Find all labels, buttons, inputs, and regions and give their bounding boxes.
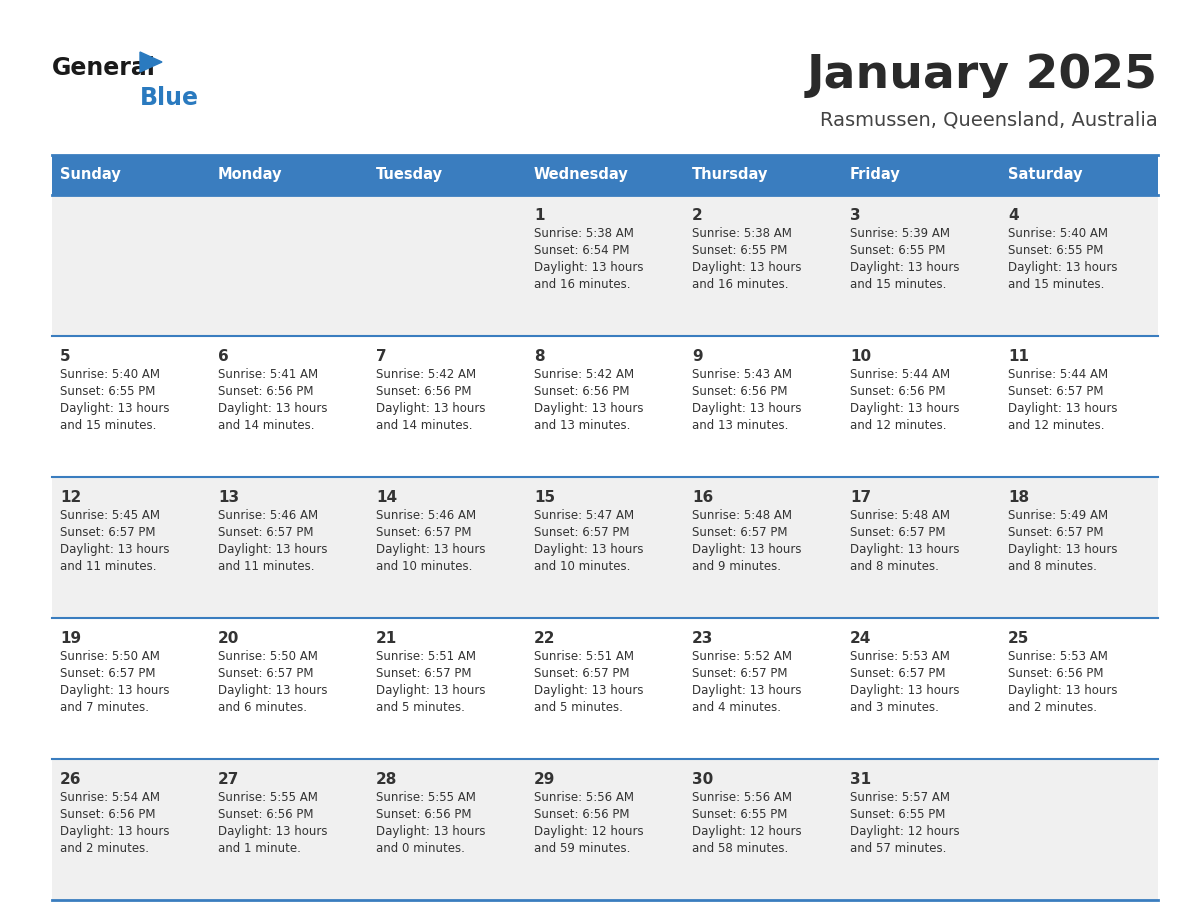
Bar	[52, 759, 1158, 900]
Text: January 2025: January 2025	[807, 52, 1158, 97]
Text: 18: 18	[1007, 490, 1029, 505]
Text: Sunday: Sunday	[61, 167, 121, 183]
Text: 26: 26	[61, 772, 82, 787]
Text: Sunrise: 5:46 AM
Sunset: 6:57 PM
Daylight: 13 hours
and 11 minutes.: Sunrise: 5:46 AM Sunset: 6:57 PM Dayligh…	[219, 509, 328, 573]
Text: Sunrise: 5:57 AM
Sunset: 6:55 PM
Daylight: 12 hours
and 57 minutes.: Sunrise: 5:57 AM Sunset: 6:55 PM Dayligh…	[849, 791, 960, 855]
Text: Sunrise: 5:45 AM
Sunset: 6:57 PM
Daylight: 13 hours
and 11 minutes.: Sunrise: 5:45 AM Sunset: 6:57 PM Dayligh…	[61, 509, 170, 573]
Text: 17: 17	[849, 490, 871, 505]
Text: 9: 9	[691, 349, 702, 364]
Text: 20: 20	[219, 631, 239, 646]
Text: 19: 19	[61, 631, 81, 646]
Text: Sunrise: 5:56 AM
Sunset: 6:56 PM
Daylight: 12 hours
and 59 minutes.: Sunrise: 5:56 AM Sunset: 6:56 PM Dayligh…	[533, 791, 644, 855]
Text: Sunrise: 5:38 AM
Sunset: 6:54 PM
Daylight: 13 hours
and 16 minutes.: Sunrise: 5:38 AM Sunset: 6:54 PM Dayligh…	[533, 227, 644, 291]
Text: Sunrise: 5:40 AM
Sunset: 6:55 PM
Daylight: 13 hours
and 15 minutes.: Sunrise: 5:40 AM Sunset: 6:55 PM Dayligh…	[1007, 227, 1118, 291]
Bar	[52, 195, 1158, 336]
Text: 28: 28	[375, 772, 397, 787]
Text: Sunrise: 5:47 AM
Sunset: 6:57 PM
Daylight: 13 hours
and 10 minutes.: Sunrise: 5:47 AM Sunset: 6:57 PM Dayligh…	[533, 509, 644, 573]
Text: 13: 13	[219, 490, 239, 505]
Text: 30: 30	[691, 772, 713, 787]
Bar	[842, 155, 1000, 195]
Text: 6: 6	[219, 349, 229, 364]
Text: 16: 16	[691, 490, 713, 505]
Text: Friday: Friday	[849, 167, 901, 183]
Text: Sunrise: 5:48 AM
Sunset: 6:57 PM
Daylight: 13 hours
and 9 minutes.: Sunrise: 5:48 AM Sunset: 6:57 PM Dayligh…	[691, 509, 802, 573]
Bar	[526, 155, 684, 195]
Text: 3: 3	[849, 208, 860, 223]
Text: 22: 22	[533, 631, 556, 646]
Text: 10: 10	[849, 349, 871, 364]
Text: Sunrise: 5:39 AM
Sunset: 6:55 PM
Daylight: 13 hours
and 15 minutes.: Sunrise: 5:39 AM Sunset: 6:55 PM Dayligh…	[849, 227, 960, 291]
Text: 5: 5	[61, 349, 70, 364]
Text: Sunrise: 5:53 AM
Sunset: 6:56 PM
Daylight: 13 hours
and 2 minutes.: Sunrise: 5:53 AM Sunset: 6:56 PM Dayligh…	[1007, 650, 1118, 714]
Text: Sunrise: 5:51 AM
Sunset: 6:57 PM
Daylight: 13 hours
and 5 minutes.: Sunrise: 5:51 AM Sunset: 6:57 PM Dayligh…	[375, 650, 486, 714]
Text: Sunrise: 5:54 AM
Sunset: 6:56 PM
Daylight: 13 hours
and 2 minutes.: Sunrise: 5:54 AM Sunset: 6:56 PM Dayligh…	[61, 791, 170, 855]
Text: Tuesday: Tuesday	[375, 167, 443, 183]
Text: 2: 2	[691, 208, 703, 223]
Text: 24: 24	[849, 631, 871, 646]
Text: Sunrise: 5:52 AM
Sunset: 6:57 PM
Daylight: 13 hours
and 4 minutes.: Sunrise: 5:52 AM Sunset: 6:57 PM Dayligh…	[691, 650, 802, 714]
Text: 23: 23	[691, 631, 713, 646]
Text: 12: 12	[61, 490, 81, 505]
Text: 14: 14	[375, 490, 397, 505]
Text: Sunrise: 5:50 AM
Sunset: 6:57 PM
Daylight: 13 hours
and 6 minutes.: Sunrise: 5:50 AM Sunset: 6:57 PM Dayligh…	[219, 650, 328, 714]
Bar	[52, 618, 1158, 759]
Bar	[52, 155, 210, 195]
Text: Thursday: Thursday	[691, 167, 769, 183]
Text: 15: 15	[533, 490, 555, 505]
Bar	[684, 155, 842, 195]
Text: Sunrise: 5:44 AM
Sunset: 6:57 PM
Daylight: 13 hours
and 12 minutes.: Sunrise: 5:44 AM Sunset: 6:57 PM Dayligh…	[1007, 368, 1118, 432]
Bar	[1000, 155, 1158, 195]
Text: 11: 11	[1007, 349, 1029, 364]
Text: Wednesday: Wednesday	[533, 167, 628, 183]
Text: 27: 27	[219, 772, 239, 787]
Text: Sunrise: 5:38 AM
Sunset: 6:55 PM
Daylight: 13 hours
and 16 minutes.: Sunrise: 5:38 AM Sunset: 6:55 PM Dayligh…	[691, 227, 802, 291]
Text: General: General	[52, 56, 156, 80]
Polygon shape	[140, 52, 162, 72]
Text: 7: 7	[375, 349, 386, 364]
Text: 29: 29	[533, 772, 555, 787]
Text: Rasmussen, Queensland, Australia: Rasmussen, Queensland, Australia	[820, 110, 1158, 129]
Text: Sunrise: 5:41 AM
Sunset: 6:56 PM
Daylight: 13 hours
and 14 minutes.: Sunrise: 5:41 AM Sunset: 6:56 PM Dayligh…	[219, 368, 328, 432]
Text: Sunrise: 5:55 AM
Sunset: 6:56 PM
Daylight: 13 hours
and 1 minute.: Sunrise: 5:55 AM Sunset: 6:56 PM Dayligh…	[219, 791, 328, 855]
Text: Saturday: Saturday	[1007, 167, 1082, 183]
Text: Sunrise: 5:40 AM
Sunset: 6:55 PM
Daylight: 13 hours
and 15 minutes.: Sunrise: 5:40 AM Sunset: 6:55 PM Dayligh…	[61, 368, 170, 432]
Text: Sunrise: 5:56 AM
Sunset: 6:55 PM
Daylight: 12 hours
and 58 minutes.: Sunrise: 5:56 AM Sunset: 6:55 PM Dayligh…	[691, 791, 802, 855]
Text: Sunrise: 5:55 AM
Sunset: 6:56 PM
Daylight: 13 hours
and 0 minutes.: Sunrise: 5:55 AM Sunset: 6:56 PM Dayligh…	[375, 791, 486, 855]
Text: Sunrise: 5:42 AM
Sunset: 6:56 PM
Daylight: 13 hours
and 13 minutes.: Sunrise: 5:42 AM Sunset: 6:56 PM Dayligh…	[533, 368, 644, 432]
Text: Sunrise: 5:53 AM
Sunset: 6:57 PM
Daylight: 13 hours
and 3 minutes.: Sunrise: 5:53 AM Sunset: 6:57 PM Dayligh…	[849, 650, 960, 714]
Text: 25: 25	[1007, 631, 1029, 646]
Text: Sunrise: 5:51 AM
Sunset: 6:57 PM
Daylight: 13 hours
and 5 minutes.: Sunrise: 5:51 AM Sunset: 6:57 PM Dayligh…	[533, 650, 644, 714]
Text: Sunrise: 5:42 AM
Sunset: 6:56 PM
Daylight: 13 hours
and 14 minutes.: Sunrise: 5:42 AM Sunset: 6:56 PM Dayligh…	[375, 368, 486, 432]
Text: Blue: Blue	[140, 86, 200, 110]
Text: 1: 1	[533, 208, 544, 223]
Text: 31: 31	[849, 772, 871, 787]
Bar	[52, 477, 1158, 618]
Bar	[52, 336, 1158, 477]
Text: 8: 8	[533, 349, 544, 364]
Text: Sunrise: 5:48 AM
Sunset: 6:57 PM
Daylight: 13 hours
and 8 minutes.: Sunrise: 5:48 AM Sunset: 6:57 PM Dayligh…	[849, 509, 960, 573]
Text: Sunrise: 5:49 AM
Sunset: 6:57 PM
Daylight: 13 hours
and 8 minutes.: Sunrise: 5:49 AM Sunset: 6:57 PM Dayligh…	[1007, 509, 1118, 573]
Text: Sunrise: 5:46 AM
Sunset: 6:57 PM
Daylight: 13 hours
and 10 minutes.: Sunrise: 5:46 AM Sunset: 6:57 PM Dayligh…	[375, 509, 486, 573]
Text: 4: 4	[1007, 208, 1018, 223]
Text: Sunrise: 5:44 AM
Sunset: 6:56 PM
Daylight: 13 hours
and 12 minutes.: Sunrise: 5:44 AM Sunset: 6:56 PM Dayligh…	[849, 368, 960, 432]
Text: Monday: Monday	[219, 167, 283, 183]
Text: 21: 21	[375, 631, 397, 646]
Text: Sunrise: 5:43 AM
Sunset: 6:56 PM
Daylight: 13 hours
and 13 minutes.: Sunrise: 5:43 AM Sunset: 6:56 PM Dayligh…	[691, 368, 802, 432]
Bar	[368, 155, 526, 195]
Bar	[210, 155, 368, 195]
Text: Sunrise: 5:50 AM
Sunset: 6:57 PM
Daylight: 13 hours
and 7 minutes.: Sunrise: 5:50 AM Sunset: 6:57 PM Dayligh…	[61, 650, 170, 714]
